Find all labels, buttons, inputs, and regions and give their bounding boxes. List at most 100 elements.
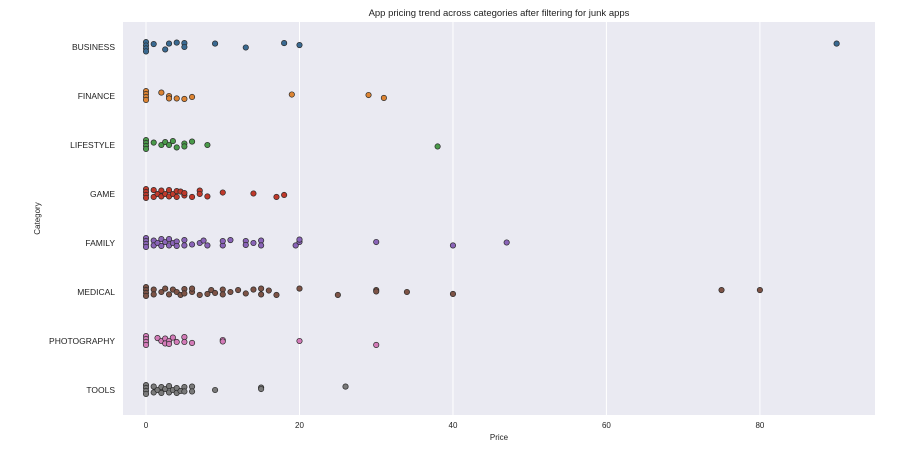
- point-tools-20: [212, 386, 219, 394]
- point-lifestyle-7: [165, 141, 173, 149]
- point-finance-8: [181, 95, 188, 102]
- series-tools: [142, 382, 349, 397]
- point-medical-3: [142, 292, 150, 299]
- point-medical-23: [235, 286, 242, 294]
- point-family-15: [181, 237, 188, 244]
- point-business-5: [162, 46, 169, 53]
- point-game-18: [189, 193, 196, 200]
- point-medical-28: [265, 287, 272, 294]
- point-finance-10: [288, 91, 295, 98]
- category-label-game: GAME: [90, 189, 115, 199]
- point-lifestyle-9: [173, 144, 180, 151]
- point-medical-8: [165, 291, 173, 298]
- category-label-family: FAMILY: [85, 238, 115, 248]
- x-tick-label-20: 20: [295, 421, 304, 430]
- x-axis-label: Price: [490, 433, 509, 442]
- point-photography-10: [169, 334, 176, 341]
- point-business-12: [281, 40, 288, 47]
- point-medical-29: [273, 291, 280, 298]
- point-family-16: [181, 242, 188, 249]
- x-tick-label-0: 0: [144, 421, 149, 430]
- point-business-3: [142, 48, 150, 55]
- point-photography-14: [189, 339, 196, 347]
- point-finance-6: [165, 95, 173, 102]
- point-medical-24: [242, 290, 249, 297]
- point-family-20: [204, 242, 211, 249]
- point-medical-13: [181, 290, 188, 297]
- point-business-4: [150, 41, 157, 48]
- x-tick-label-60: 60: [602, 421, 611, 430]
- category-label-business: BUSINESS: [72, 42, 115, 52]
- point-game-25: [281, 191, 288, 199]
- series-family: [142, 235, 510, 250]
- point-medical-17: [204, 290, 211, 298]
- point-medical-30: [296, 285, 303, 292]
- point-family-28: [258, 242, 265, 249]
- point-medical-25: [250, 286, 257, 293]
- point-lifestyle-4: [150, 139, 157, 146]
- point-game-4: [150, 187, 157, 194]
- point-medical-35: [449, 290, 457, 298]
- series-business: [142, 39, 840, 55]
- point-game-3: [142, 194, 150, 201]
- point-tools-10: [165, 383, 173, 390]
- category-label-lifestyle: LIFESTYLE: [70, 140, 115, 150]
- point-medical-34: [403, 288, 410, 296]
- point-game-20: [196, 190, 203, 198]
- plot-area: [123, 22, 875, 415]
- series-game: [142, 186, 288, 201]
- point-tools-23: [342, 383, 349, 390]
- point-game-21: [204, 193, 211, 200]
- point-family-22: [219, 237, 226, 245]
- point-lifestyle-8: [169, 138, 176, 145]
- series-medical: [142, 284, 763, 299]
- point-game-24: [273, 193, 280, 200]
- point-family-10: [165, 236, 173, 243]
- point-tools-19: [189, 388, 196, 395]
- point-lifestyle-11: [181, 143, 188, 150]
- series-finance: [142, 88, 387, 103]
- point-medical-31: [334, 291, 341, 298]
- point-family-3: [142, 243, 150, 250]
- point-photography-3: [142, 341, 150, 348]
- point-finance-12: [380, 94, 387, 102]
- point-family-14: [173, 242, 180, 249]
- point-finance-9: [189, 93, 196, 101]
- point-game-22: [219, 189, 226, 196]
- point-medical-6: [158, 288, 165, 296]
- point-photography-16: [219, 338, 226, 345]
- point-family-8: [158, 242, 165, 249]
- point-family-25: [242, 241, 249, 249]
- point-medical-36: [718, 286, 725, 294]
- grid-lines: [145, 22, 761, 415]
- chart-title: App pricing trend across categories afte…: [369, 8, 630, 19]
- point-family-17: [189, 241, 196, 248]
- series-photography: [142, 333, 380, 348]
- point-family-31: [296, 236, 303, 243]
- point-medical-21: [219, 291, 226, 298]
- point-family-32: [373, 238, 380, 246]
- point-finance-11: [365, 91, 372, 99]
- point-photography-11: [173, 338, 180, 346]
- x-tick-label-40: 40: [449, 421, 458, 430]
- point-medical-33: [373, 288, 380, 295]
- point-photography-13: [181, 338, 188, 346]
- category-labels: BUSINESS FINANCE LIFESTYLE GAME FAMILY MEDICA…: [49, 42, 115, 395]
- point-tools-8: [158, 389, 165, 396]
- point-lifestyle-13: [204, 141, 211, 149]
- point-finance-7: [173, 95, 180, 102]
- point-business-13: [296, 41, 303, 49]
- point-photography-18: [373, 341, 380, 348]
- point-finance-3: [142, 96, 150, 103]
- point-business-7: [173, 39, 180, 46]
- point-lifestyle-12: [189, 138, 196, 145]
- point-family-29: [292, 242, 299, 249]
- category-label-medical: MEDICAL: [77, 287, 115, 297]
- data-points: [142, 39, 840, 397]
- point-family-23: [227, 237, 234, 244]
- point-game-23: [250, 190, 257, 197]
- category-label-tools: TOOLS: [86, 385, 115, 395]
- point-tools-4: [150, 383, 157, 390]
